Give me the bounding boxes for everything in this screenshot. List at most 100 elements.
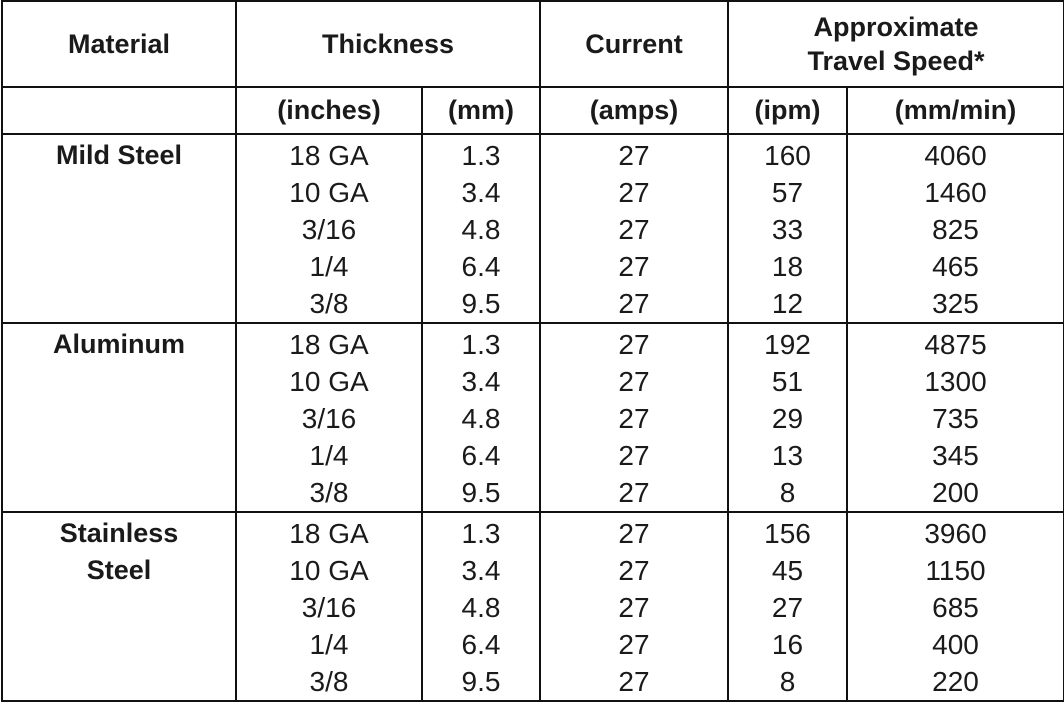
value-cell: 1.3 3.4 4.8 6.4 9.5 bbox=[421, 322, 541, 513]
value: 27 bbox=[771, 592, 804, 623]
value-cell: 18 GA 10 GA 3/16 1/4 3/8 bbox=[235, 511, 423, 702]
value: 27 bbox=[618, 214, 650, 245]
value: 9.5 bbox=[461, 666, 501, 697]
value: 27 bbox=[618, 366, 650, 397]
material-cell: Stainless Steel bbox=[1, 511, 237, 702]
value: 9.5 bbox=[461, 477, 501, 508]
value-cell: 1.3 3.4 4.8 6.4 9.5 bbox=[421, 133, 541, 324]
value: 325 bbox=[932, 288, 979, 319]
header-cell: Material bbox=[1, 0, 237, 88]
value: 8 bbox=[779, 666, 796, 697]
value: 10 GA bbox=[289, 177, 369, 208]
material-name: Stainless bbox=[59, 518, 179, 548]
value: 6.4 bbox=[461, 251, 501, 282]
value-cell: 1.3 3.4 4.8 6.4 9.5 bbox=[421, 511, 541, 702]
value: 18 GA bbox=[289, 140, 369, 171]
value-cell: 18 GA 10 GA 3/16 1/4 3/8 bbox=[235, 133, 423, 324]
value: 3/8 bbox=[309, 288, 349, 319]
value-cell: 27 27 27 27 27 bbox=[539, 133, 729, 324]
value: 8 bbox=[779, 477, 796, 508]
value: 3/8 bbox=[309, 666, 349, 697]
value: 345 bbox=[932, 440, 979, 471]
value: 33 bbox=[771, 214, 804, 245]
value: 27 bbox=[618, 251, 650, 282]
value: 27 bbox=[618, 592, 650, 623]
value: 1460 bbox=[924, 177, 987, 208]
value: 27 bbox=[618, 329, 650, 360]
value: 3960 bbox=[924, 518, 987, 549]
header-line: Approximate bbox=[813, 12, 979, 42]
group-row: Aluminum 18 GA 10 GA 3/16 1/4 3/8 1.3 3.4 4.8 6.4… bbox=[1, 322, 1064, 513]
value: 735 bbox=[932, 403, 979, 434]
value: 6.4 bbox=[461, 440, 501, 471]
value-cell: 4060 1460 825 465 325 bbox=[845, 133, 1064, 324]
material-cell: Mild Steel bbox=[1, 133, 237, 324]
value: 160 bbox=[764, 140, 811, 171]
value: 3.4 bbox=[461, 177, 501, 208]
value-cell: 27 27 27 27 27 bbox=[539, 511, 729, 702]
units-cell: (mm/min) bbox=[845, 86, 1064, 135]
header-cell: Current bbox=[539, 0, 729, 88]
value-cell: 3960 1150 685 400 220 bbox=[845, 511, 1064, 702]
value-cell: 160 57 33 18 12 bbox=[727, 133, 848, 324]
value: 1/4 bbox=[309, 629, 349, 660]
value: 1.3 bbox=[461, 518, 501, 549]
value: 27 bbox=[618, 403, 650, 434]
value: 825 bbox=[932, 214, 979, 245]
value-cell: 27 27 27 27 27 bbox=[539, 322, 729, 513]
value: 3/16 bbox=[301, 592, 357, 623]
material-name: Aluminum bbox=[53, 329, 185, 359]
value: 27 bbox=[618, 288, 650, 319]
value: 12 bbox=[771, 288, 804, 319]
value: 16 bbox=[771, 629, 804, 660]
value: 27 bbox=[618, 518, 650, 549]
material-name: Steel bbox=[86, 555, 152, 585]
value: 1.3 bbox=[461, 329, 501, 360]
value: 220 bbox=[932, 666, 979, 697]
value: 10 GA bbox=[289, 555, 369, 586]
units-cell: (amps) bbox=[539, 86, 729, 135]
value: 3/16 bbox=[301, 214, 357, 245]
value: 200 bbox=[932, 477, 979, 508]
header-row: Material Thickness Current Approximate T… bbox=[1, 0, 1064, 88]
units-cell: (mm) bbox=[421, 86, 541, 135]
value: 51 bbox=[771, 366, 804, 397]
value: 4.8 bbox=[461, 592, 501, 623]
value: 4060 bbox=[924, 140, 987, 171]
value: 13 bbox=[771, 440, 804, 471]
value: 4875 bbox=[924, 329, 987, 360]
value: 685 bbox=[932, 592, 979, 623]
value: 27 bbox=[618, 477, 650, 508]
value: 1300 bbox=[924, 366, 987, 397]
value: 400 bbox=[932, 629, 979, 660]
header-line: Travel Speed* bbox=[807, 46, 985, 76]
value-cell: 156 45 27 16 8 bbox=[727, 511, 848, 702]
material-name: Mild Steel bbox=[55, 140, 183, 170]
value: 27 bbox=[618, 140, 650, 171]
units-row: (inches) (mm) (amps) (ipm) (mm/min) bbox=[1, 86, 1064, 135]
value: 1.3 bbox=[461, 140, 501, 171]
header-cell: Thickness bbox=[235, 0, 541, 88]
material-cell: Aluminum bbox=[1, 322, 237, 513]
value: 3.4 bbox=[461, 366, 501, 397]
header-cell: Approximate Travel Speed* bbox=[726, 0, 1064, 88]
value: 27 bbox=[618, 666, 650, 697]
value: 3/16 bbox=[301, 403, 357, 434]
value: 9.5 bbox=[461, 288, 501, 319]
value: 57 bbox=[771, 177, 804, 208]
value: 10 GA bbox=[289, 366, 369, 397]
value-cell: 4875 1300 735 345 200 bbox=[845, 322, 1064, 513]
units-cell: (ipm) bbox=[727, 86, 848, 135]
value: 27 bbox=[618, 440, 650, 471]
value: 29 bbox=[771, 403, 804, 434]
value: 156 bbox=[764, 518, 811, 549]
value: 18 bbox=[771, 251, 804, 282]
group-row: Mild Steel 18 GA 10 GA 3/16 1/4 3/8 1.3 3.4 4.8 6… bbox=[1, 133, 1064, 324]
value: 45 bbox=[771, 555, 804, 586]
value: 18 GA bbox=[289, 329, 369, 360]
value-cell: 18 GA 10 GA 3/16 1/4 3/8 bbox=[235, 322, 423, 513]
group-row: Stainless Steel 18 GA 10 GA 3/16 1/4 3/8 1.3 3.4… bbox=[1, 511, 1064, 702]
value: 18 GA bbox=[289, 518, 369, 549]
value: 1/4 bbox=[309, 440, 349, 471]
